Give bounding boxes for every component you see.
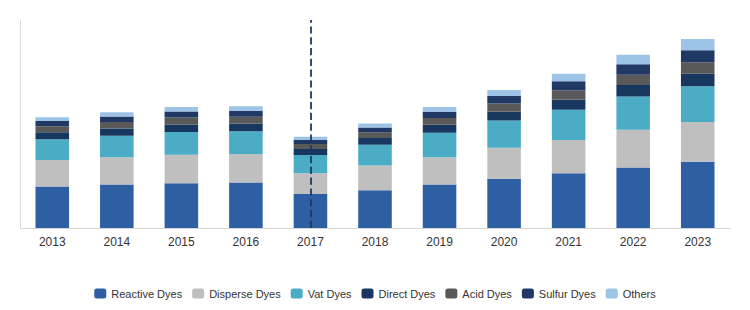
svg-text:Others: Others — [623, 288, 657, 300]
svg-text:2018: 2018 — [362, 235, 389, 249]
svg-text:Direct Dyes: Direct Dyes — [379, 288, 436, 300]
svg-text:2017: 2017 — [297, 235, 324, 249]
svg-text:2016: 2016 — [233, 235, 260, 249]
svg-text:Acid Dyes: Acid Dyes — [462, 288, 512, 300]
svg-text:2020: 2020 — [491, 235, 518, 249]
svg-text:Sulfur Dyes: Sulfur Dyes — [539, 288, 596, 300]
svg-text:Vat Dyes: Vat Dyes — [308, 288, 352, 300]
svg-text:Disperse Dyes: Disperse Dyes — [209, 288, 281, 300]
svg-text:2013: 2013 — [39, 235, 66, 249]
svg-text:2021: 2021 — [555, 235, 582, 249]
svg-text:2023: 2023 — [684, 235, 711, 249]
svg-text:2015: 2015 — [168, 235, 195, 249]
svg-text:Reactive Dyes: Reactive Dyes — [111, 288, 182, 300]
svg-text:2014: 2014 — [103, 235, 130, 249]
svg-text:2019: 2019 — [426, 235, 453, 249]
svg-text:2022: 2022 — [620, 235, 647, 249]
